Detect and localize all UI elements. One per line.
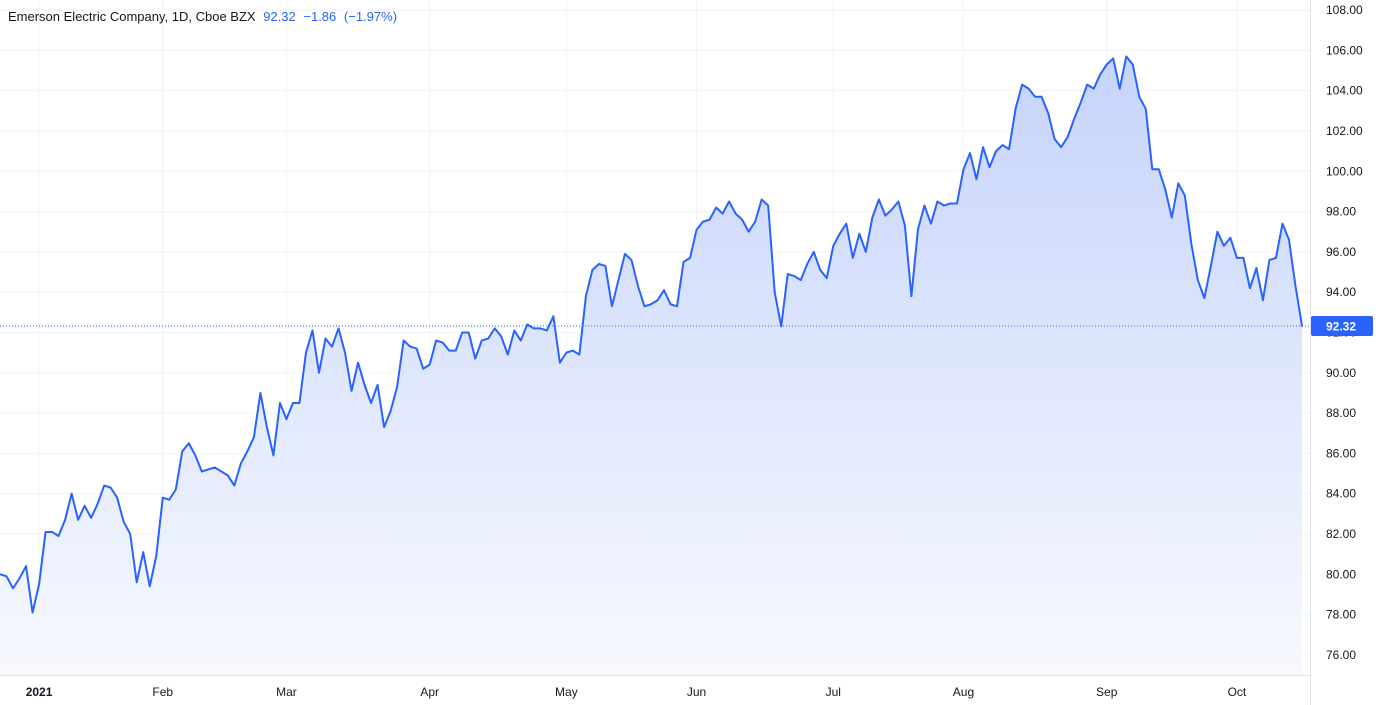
price-line [0, 55, 1303, 614]
price-area-fill [0, 56, 1302, 676]
last-price-label: 92.32 [1311, 316, 1373, 337]
time-tick-label: Jul [826, 685, 841, 699]
last-price-badge-text: 92.32 [1326, 320, 1356, 334]
price-tick-label: 108.00 [1326, 3, 1363, 17]
last-price-value: 92.32 [263, 9, 296, 24]
time-tick-label: Feb [152, 685, 173, 699]
price-tick-label: 86.00 [1326, 446, 1356, 460]
price-tick-label: 100.00 [1326, 164, 1363, 178]
price-tick-label: 90.00 [1326, 366, 1356, 380]
price-tick-label: 94.00 [1326, 285, 1356, 299]
price-tick-label: 84.00 [1326, 487, 1356, 501]
time-tick-label: Jun [687, 685, 706, 699]
time-tick-label: Aug [953, 685, 974, 699]
price-tick-label: 106.00 [1326, 43, 1363, 57]
price-tick-label: 76.00 [1326, 648, 1356, 662]
time-tick-label: Oct [1228, 685, 1247, 699]
price-tick-label: 102.00 [1326, 124, 1363, 138]
symbol-title[interactable]: Emerson Electric Company, 1D, Cboe BZX [8, 9, 256, 24]
chart-legend[interactable]: Emerson Electric Company, 1D, Cboe BZX 9… [8, 8, 397, 26]
price-tick-label: 80.00 [1326, 567, 1356, 581]
price-change-value: −1.86 [303, 9, 337, 24]
time-tick-label: Sep [1096, 685, 1118, 699]
price-tick-label: 82.00 [1326, 527, 1356, 541]
time-tick-label: 2021 [26, 685, 53, 699]
time-tick-label: Mar [276, 685, 297, 699]
price-tick-label: 104.00 [1326, 84, 1363, 98]
last-price-badge [1311, 316, 1373, 337]
price-tick-label: 88.00 [1326, 406, 1356, 420]
time-tick-label: Apr [420, 685, 439, 699]
price-tick-label: 98.00 [1326, 205, 1356, 219]
price-tick-label: 78.00 [1326, 608, 1356, 622]
time-axis[interactable]: 2021 Feb Mar Apr May Jun Jul Aug Sep Oct [26, 685, 1247, 699]
price-change-percent: (−1.97%) [343, 9, 398, 24]
time-tick-label: May [555, 685, 578, 699]
price-tick-label: 96.00 [1326, 245, 1356, 259]
